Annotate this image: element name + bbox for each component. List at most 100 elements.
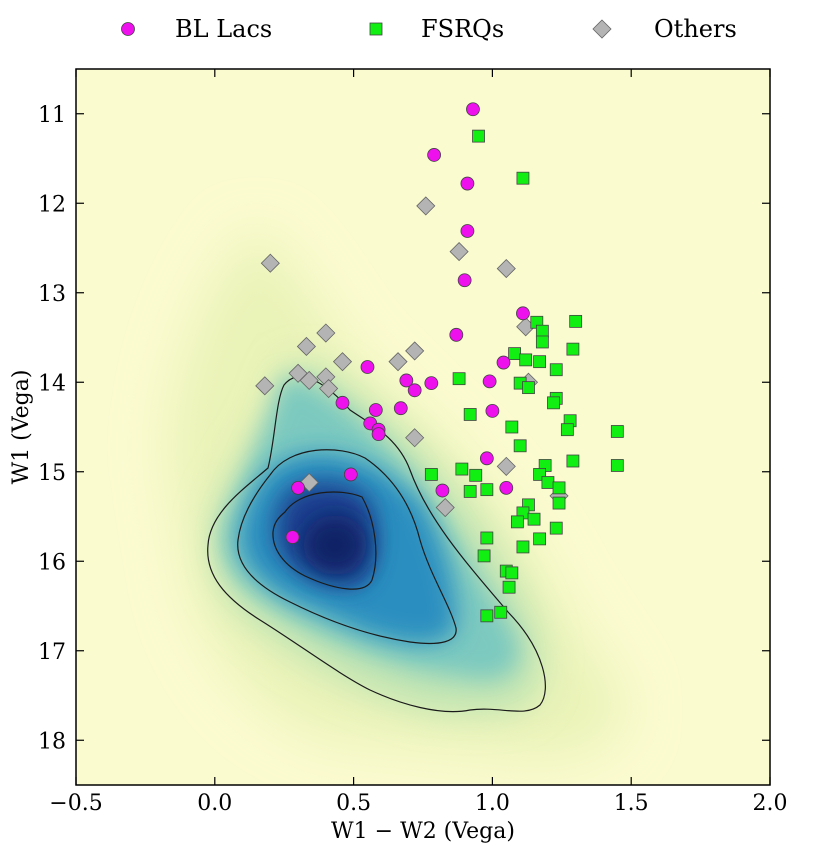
legend-others-label: Others	[654, 15, 737, 43]
fsrqs-point	[560, 423, 574, 437]
fsrqs-point	[549, 521, 563, 535]
bl-lacs-point	[368, 403, 383, 417]
legend-bl-lacs-label: BL Lacs	[175, 15, 272, 43]
fsrqs-point	[424, 468, 438, 481]
bl-lacs-point	[479, 451, 494, 466]
fsrqs-point	[552, 481, 566, 495]
fsrqs-point	[610, 425, 624, 438]
bl-lacs-point	[335, 395, 350, 410]
bl-lacs-point	[457, 273, 472, 288]
fsrqs-point	[472, 129, 485, 143]
bl-lacs-point	[482, 374, 497, 389]
fsrqs-point	[508, 347, 522, 361]
others-point	[255, 376, 275, 396]
fsrqs-point	[494, 605, 508, 619]
legend: BL Lacs FSRQs Others	[121, 15, 737, 43]
bl-lacs-point	[460, 224, 475, 238]
fsrqs-point	[505, 420, 519, 434]
bl-lacs-point	[427, 148, 442, 162]
fsrqs-point	[463, 408, 477, 421]
others-point	[435, 497, 455, 518]
fsrqs-point	[569, 314, 583, 328]
fsrqs-point	[610, 459, 624, 472]
bl-lacs-point	[360, 360, 375, 374]
x-tick-label: 0.5	[336, 791, 371, 816]
fsrqs-point	[505, 566, 519, 580]
axes: −0.5 0.0 0.5 1.0 1.5 2.0 11 12 13 14 15 16 17 18	[38, 69, 788, 816]
markers	[255, 102, 624, 623]
legend-fsrqs-label: FSRQs	[421, 15, 504, 43]
others-point	[319, 378, 339, 399]
bl-lacs-point	[435, 483, 450, 498]
others-point	[299, 370, 319, 391]
fsrqs-point	[527, 512, 541, 526]
bl-lacs-point	[485, 403, 500, 418]
others-point	[496, 259, 516, 279]
x-tick-label: 1.5	[614, 791, 649, 816]
contour-inner	[272, 491, 377, 590]
fsrqs-point	[480, 609, 494, 623]
x-tick-label: −0.5	[49, 791, 102, 816]
bl-lacs-point	[424, 376, 439, 391]
fsrqs-point	[455, 462, 469, 476]
others-point	[449, 242, 469, 262]
bl-lacs-point	[499, 480, 514, 495]
bl-lacs-point	[407, 383, 422, 398]
others-point	[316, 323, 336, 343]
fsrqs-point	[547, 396, 560, 410]
x-tick-label: 2.0	[753, 791, 788, 816]
others-point	[332, 352, 353, 372]
fsrqs-point	[566, 342, 580, 356]
y-tick-label: 16	[38, 550, 66, 575]
others-point	[296, 336, 316, 357]
fsrqs-point	[522, 381, 535, 395]
fsrqs-point	[469, 468, 483, 482]
fsrqs-point	[463, 485, 477, 498]
fsrqs-point	[533, 532, 546, 546]
x-axis-title: W1 − W2 (Vega)	[331, 819, 515, 844]
fsrqs-point	[533, 355, 546, 369]
legend-others-marker	[592, 19, 612, 39]
x-tick-label: 0.0	[197, 791, 232, 816]
others-point	[496, 456, 516, 476]
others-point	[405, 341, 425, 361]
fsrqs-point	[552, 496, 566, 510]
y-axis-title: W1 (Vega)	[9, 370, 34, 485]
plot-frame	[75, 68, 771, 786]
fsrqs-point	[452, 372, 466, 386]
bl-lacs-point	[449, 327, 464, 342]
density-map	[168, 230, 626, 760]
fsrqs-point	[535, 335, 549, 349]
fsrqs-point	[513, 439, 527, 453]
fsrqs-point	[480, 483, 494, 497]
bl-lacs-point	[496, 355, 511, 370]
fsrqs-point	[549, 363, 563, 377]
density-contours	[207, 376, 546, 713]
others-point	[416, 196, 436, 216]
fsrqs-point	[566, 454, 580, 468]
y-tick-label: 17	[38, 640, 66, 665]
y-tick-label: 12	[38, 192, 66, 217]
fsrqs-point	[541, 476, 555, 489]
bl-lacs-point	[285, 530, 300, 544]
bl-lacs-point	[393, 401, 408, 416]
bl-lacs-point	[460, 176, 475, 191]
bl-lacs-point	[399, 373, 414, 388]
contour-middle	[237, 449, 457, 645]
bl-lacs-point	[371, 427, 386, 442]
plot-area	[75, 68, 771, 786]
y-tick-label: 13	[38, 282, 66, 307]
others-point	[388, 352, 408, 372]
fsrqs-point	[516, 540, 530, 554]
y-tick-label: 14	[38, 371, 66, 396]
y-tick-label: 15	[38, 461, 66, 486]
y-tick-label: 18	[38, 729, 66, 754]
fsrqs-point	[510, 515, 524, 529]
bl-lacs-point	[516, 306, 530, 321]
others-point	[405, 428, 425, 448]
legend-bl-lacs-marker	[121, 22, 135, 36]
bl-lacs-point	[291, 480, 305, 495]
fsrqs-point	[480, 531, 494, 545]
fsrqs-point	[519, 353, 533, 367]
